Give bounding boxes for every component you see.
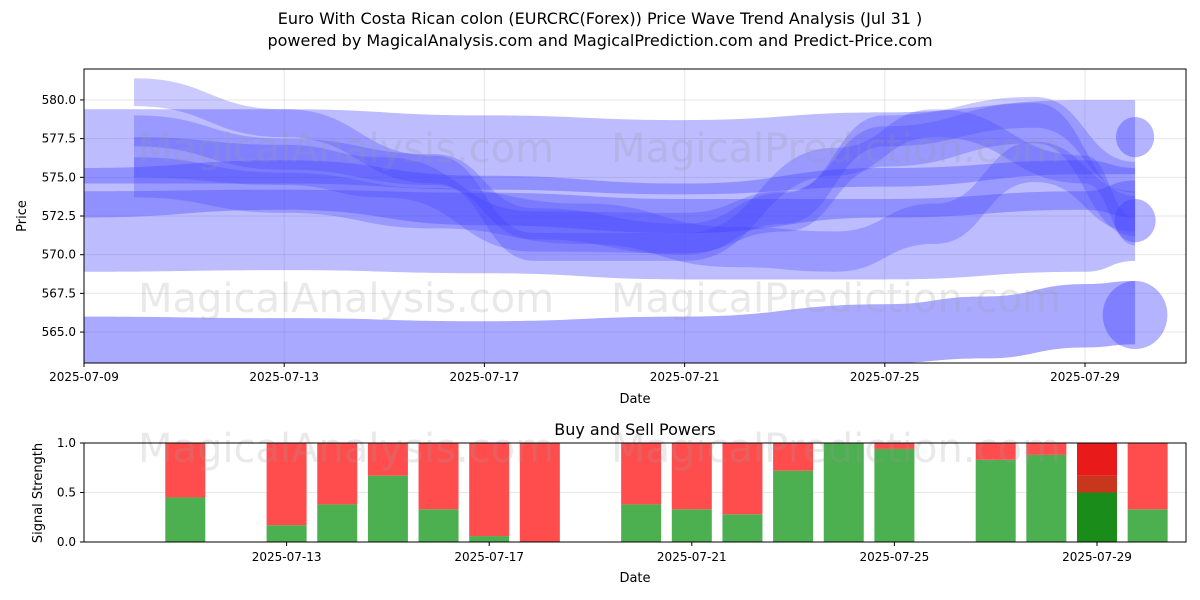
- sell-power-bar: [773, 443, 814, 471]
- price-wave-end-cap: [1115, 116, 1155, 158]
- buy-power-bar: [367, 475, 408, 542]
- price-x-tick-label: 2025-07-17: [450, 370, 520, 384]
- price-x-tick-label: 2025-07-29: [1050, 370, 1120, 384]
- buy-power-bar: [1026, 454, 1067, 542]
- signal-x-tick-label: 2025-07-21: [657, 550, 727, 564]
- signal-y-tick-label: 0.5: [57, 486, 76, 500]
- sell-power-bar: [266, 443, 307, 526]
- buy-power-bar: [317, 504, 358, 542]
- sell-power-bar: [1077, 443, 1117, 476]
- price-y-axis-label: Price: [15, 200, 30, 232]
- buy-power-bar: [165, 497, 206, 542]
- price-wave-end-cap: [1114, 198, 1156, 243]
- sell-power-bar: [671, 443, 712, 510]
- sell-power-bar: [874, 443, 915, 449]
- price-wave-chart: MagicalAnalysis.com MagicalPrediction.co…: [15, 68, 1187, 407]
- price-x-tick-label: 2025-07-25: [850, 370, 920, 384]
- buy-power-bar: [1127, 509, 1168, 542]
- price-x-tick-label: 2025-07-09: [49, 370, 119, 384]
- price-y-tick-label: 577.5: [42, 132, 76, 146]
- buy-power-bar: [469, 536, 510, 542]
- price-wave-band: [134, 141, 1136, 272]
- sell-power-bar: [621, 443, 662, 505]
- buy-sell-chart-title: Buy and Sell Powers: [554, 420, 716, 439]
- sell-power-bar: [418, 443, 459, 510]
- signal-x-axis-label: Date: [619, 571, 650, 586]
- buy-power-bar: [823, 443, 864, 542]
- buy-power-bar: [671, 509, 712, 542]
- signal-y-ticks: 0.0 0.5 1.0: [57, 436, 84, 549]
- sell-power-bar: [975, 443, 1016, 460]
- signal-x-ticks: 2025-07-13 2025-07-17 2025-07-21 2025-07-25…: [252, 542, 1132, 564]
- price-wave-bands: [84, 78, 1168, 363]
- buy-power-bar: [722, 514, 763, 542]
- watermark-text: MagicalPrediction.com: [611, 426, 1061, 472]
- chart-title-line-2: powered by MagicalAnalysis.com and Magic…: [267, 31, 933, 50]
- buy-power-bar: [621, 504, 662, 542]
- watermark-text: MagicalAnalysis.com: [138, 276, 554, 322]
- price-y-tick-label: 565.0: [42, 325, 76, 339]
- signal-y-tick-label: 0.0: [57, 535, 76, 549]
- price-wave-end-cap: [1102, 280, 1168, 350]
- buy-power-bar: [418, 509, 459, 542]
- price-wave-band: [134, 103, 1136, 254]
- sell-power-bar: [722, 443, 763, 515]
- watermark-text: MagicalPrediction.com: [611, 126, 1061, 172]
- watermark-text: MagicalPrediction.com: [611, 276, 1061, 322]
- sell-power-bar: [519, 443, 560, 542]
- price-wave-band: [84, 280, 1136, 363]
- price-x-tick-label: 2025-07-13: [249, 370, 319, 384]
- price-y-tick-label: 572.5: [42, 209, 76, 223]
- watermark-text: MagicalAnalysis.com: [138, 126, 554, 172]
- price-y-ticks: 565.0 567.5 570.0 572.5 575.0 577.5 580.0: [42, 93, 84, 339]
- price-wave-band: [84, 99, 1136, 195]
- signal-x-tick-label: 2025-07-29: [1062, 550, 1132, 564]
- signal-x-tick-label: 2025-07-13: [252, 550, 322, 564]
- price-y-tick-label: 567.5: [42, 286, 76, 300]
- sell-power-bar: [317, 443, 358, 505]
- price-y-tick-label: 580.0: [42, 93, 76, 107]
- buy-sell-power-chart: Buy and Sell Powers MagicalAnalysis.com …: [31, 420, 1187, 586]
- signal-bars: [165, 443, 1168, 542]
- price-wave-band: [134, 96, 1136, 255]
- buy-power-bar: [266, 525, 307, 542]
- chart-title-line-1: Euro With Costa Rican colon (EURCRC(Fore…: [277, 9, 923, 28]
- price-wave-band: [84, 160, 1136, 234]
- buy-power-bar: [1077, 492, 1117, 542]
- watermark-text: MagicalAnalysis.com: [138, 426, 554, 472]
- price-watermarks: MagicalAnalysis.com MagicalPrediction.co…: [138, 126, 1061, 322]
- signal-watermarks: MagicalAnalysis.com MagicalPrediction.co…: [138, 426, 1061, 472]
- price-wave-band: [84, 180, 1136, 280]
- sell-power-bar: [165, 443, 206, 498]
- price-x-tick-label: 2025-07-21: [650, 370, 720, 384]
- sell-power-bar: [1127, 443, 1168, 510]
- signal-x-tick-label: 2025-07-17: [454, 550, 524, 564]
- buy-power-bar: [874, 448, 915, 542]
- price-y-tick-label: 570.0: [42, 248, 76, 262]
- buy-power-bar: [975, 459, 1016, 542]
- price-gridlines: [83, 69, 1186, 363]
- signal-y-axis-label: Signal Strength: [31, 443, 46, 543]
- sell-power-bar: [1077, 475, 1117, 493]
- sell-power-bar: [367, 443, 408, 476]
- sell-power-bar: [1026, 443, 1067, 455]
- signal-y-tick-label: 1.0: [57, 436, 76, 450]
- price-x-axis-label: Date: [619, 392, 650, 407]
- sell-power-bar: [469, 443, 510, 537]
- price-x-ticks: 2025-07-09 2025-07-13 2025-07-17 2025-07-21…: [49, 363, 1120, 384]
- price-y-tick-label: 575.0: [42, 170, 76, 184]
- buy-power-bar: [773, 470, 814, 542]
- signal-x-tick-label: 2025-07-25: [860, 550, 930, 564]
